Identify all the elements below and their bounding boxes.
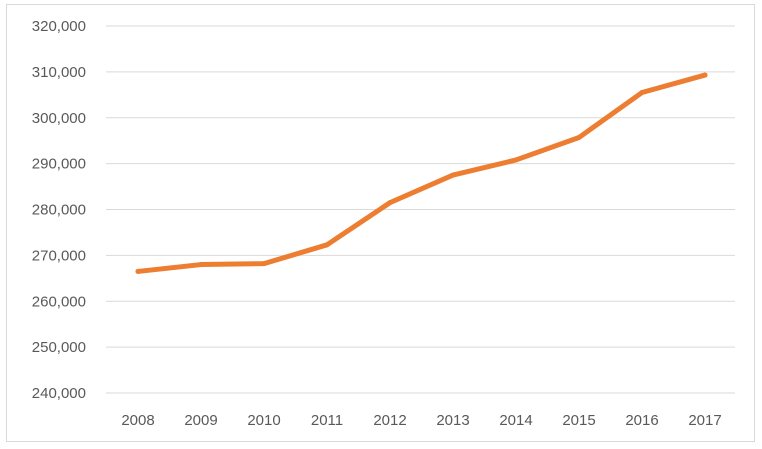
data-point — [198, 262, 204, 268]
y-tick-label: 240,000 — [32, 385, 86, 402]
y-tick-label: 300,000 — [32, 110, 86, 127]
x-tick-label: 2017 — [688, 412, 721, 429]
data-point — [513, 157, 519, 163]
data-point — [450, 172, 456, 178]
x-tick-label: 2015 — [562, 412, 595, 429]
chart-frame — [6, 4, 755, 442]
data-point — [324, 242, 330, 248]
y-tick-label: 280,000 — [32, 202, 86, 219]
data-point — [261, 261, 267, 267]
y-tick-label: 270,000 — [32, 247, 86, 264]
y-axis-tick-labels: 240,000 250,000 260,000 270,000 280,000 290,0… — [32, 18, 86, 402]
x-tick-label: 2010 — [247, 412, 280, 429]
x-tick-label: 2012 — [373, 412, 406, 429]
data-point — [387, 200, 393, 206]
y-tick-label: 320,000 — [32, 18, 86, 35]
x-tick-label: 2014 — [499, 412, 532, 429]
data-point — [576, 134, 582, 140]
series-layer — [135, 72, 708, 274]
x-tick-label: 2009 — [184, 412, 217, 429]
gridlines — [106, 25, 735, 394]
series-line — [135, 72, 708, 274]
data-point — [639, 90, 645, 96]
x-tick-label: 2011 — [311, 412, 343, 429]
data-point — [135, 268, 141, 274]
x-tick-label: 2013 — [436, 412, 469, 429]
x-tick-label: 2008 — [121, 412, 154, 429]
y-tick-label: 310,000 — [32, 64, 86, 81]
x-axis-tick-labels: 2008 2009 2010 2011 2012 2013 2014 2015 2016 2017 — [121, 412, 721, 429]
y-tick-label: 260,000 — [32, 293, 86, 310]
y-tick-label: 250,000 — [32, 339, 86, 356]
y-tick-label: 290,000 — [32, 156, 86, 173]
x-tick-label: 2016 — [625, 412, 658, 429]
data-point — [702, 72, 708, 78]
